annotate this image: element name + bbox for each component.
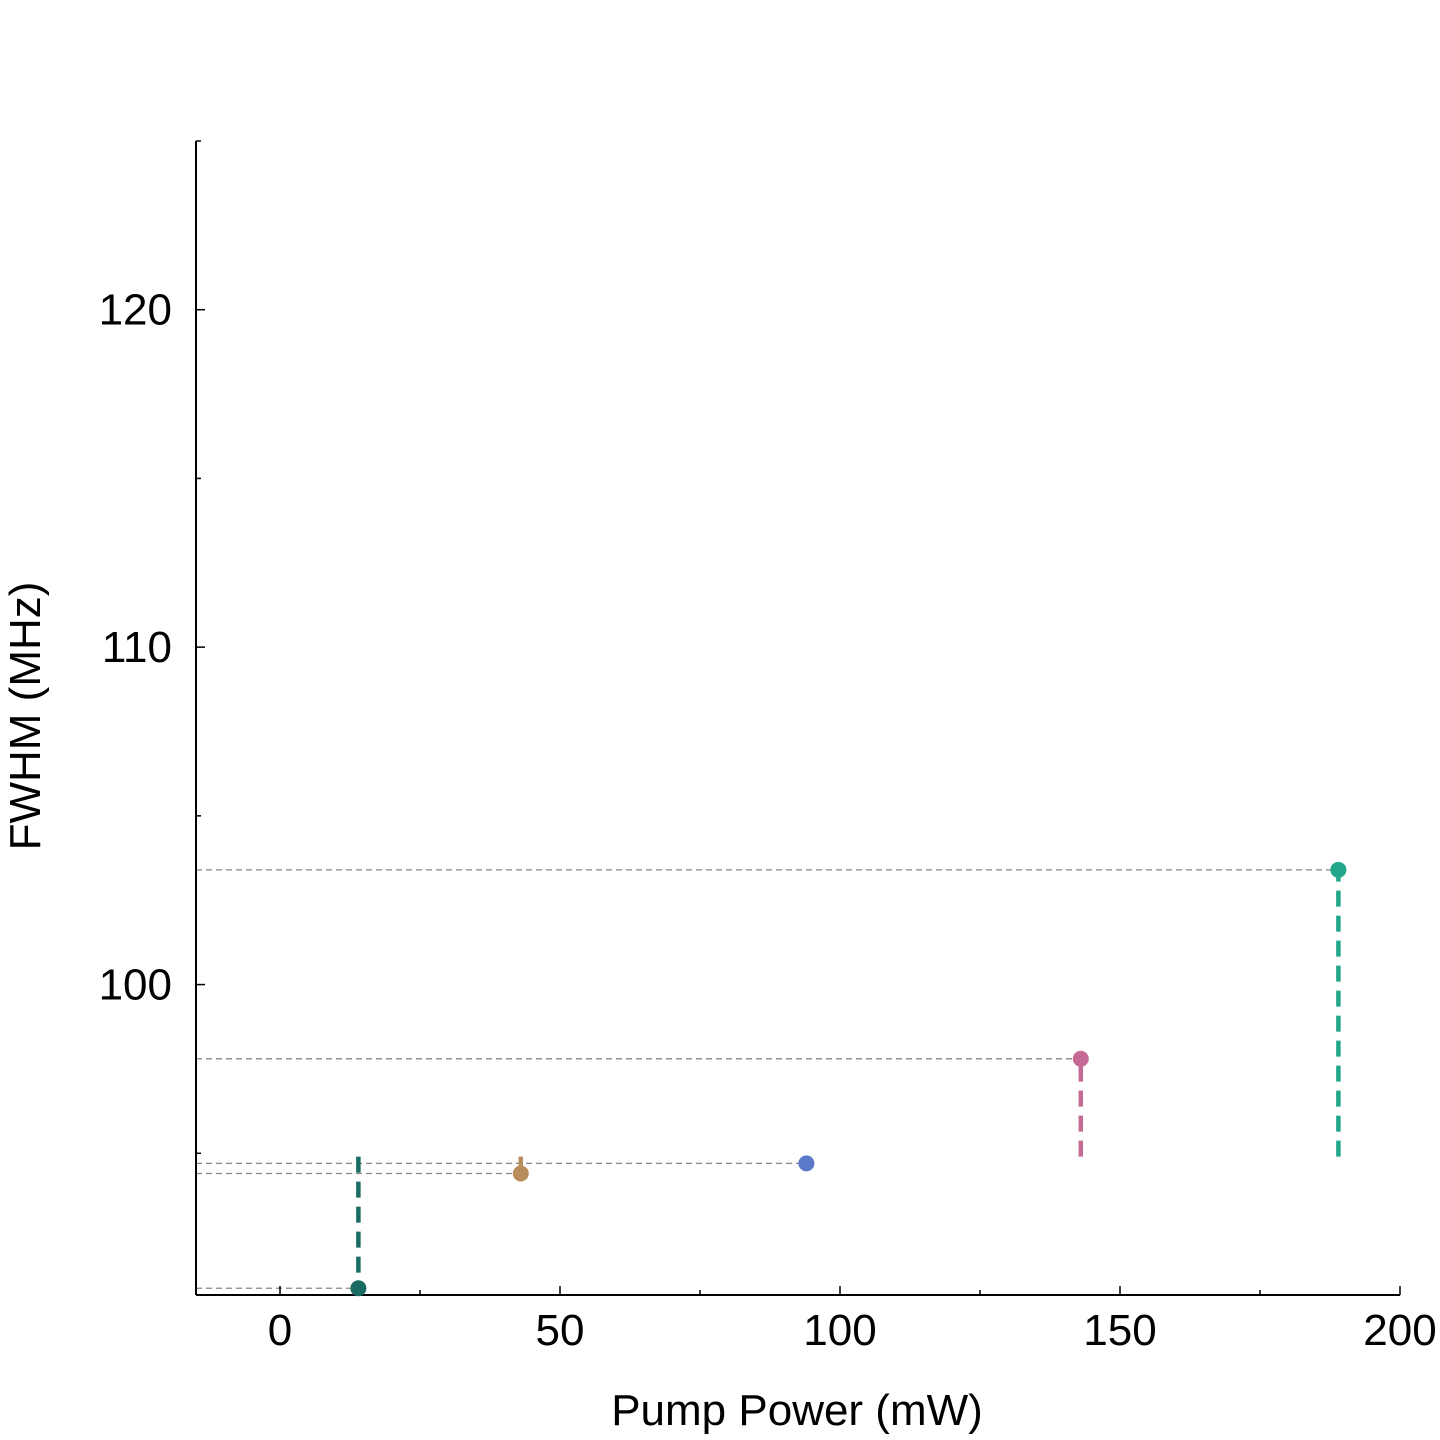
axes [195, 141, 1400, 1296]
y-tick-label: 100 [99, 961, 172, 1010]
x-tick-label: 0 [268, 1306, 292, 1355]
x-axis-label: Pump Power (mW) [611, 1386, 983, 1435]
x-tick-label: 100 [803, 1306, 876, 1355]
stem-lines [356, 869, 1341, 1289]
x-tick-label: 200 [1363, 1306, 1436, 1355]
data-point [512, 1165, 529, 1182]
data-point [350, 1280, 367, 1297]
data-point [798, 1155, 815, 1172]
y-tick-label: 110 [102, 623, 172, 672]
y-ticks: 100 110 120 [99, 140, 205, 1155]
x-tick-label: 150 [1083, 1306, 1156, 1355]
y-axis-label: FWHM (MHz) [1, 582, 50, 851]
data-point [1072, 1050, 1089, 1067]
data-points [350, 861, 1347, 1297]
data-point [1330, 861, 1347, 878]
x-ticks: 0 50 100 150 200 [268, 1286, 1437, 1355]
x-tick-label: 50 [536, 1306, 585, 1355]
guide-lines [196, 869, 1339, 1289]
y-tick-label: 120 [99, 286, 172, 335]
